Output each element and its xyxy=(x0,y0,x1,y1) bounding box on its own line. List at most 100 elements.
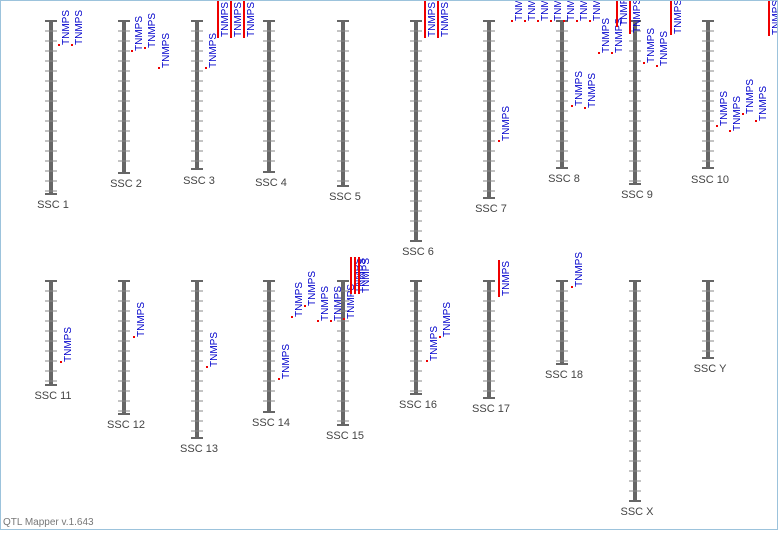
qtl-label: TNMPS xyxy=(134,16,145,51)
qtl-marker xyxy=(243,36,245,38)
qtl-marker xyxy=(278,378,280,380)
qtl-marker xyxy=(304,305,306,307)
qtl-label: TNMPS xyxy=(719,91,730,126)
qtl-label: TNMPS xyxy=(246,2,257,37)
qtl-marker xyxy=(755,120,757,122)
qtl-marker xyxy=(424,36,426,38)
qtl-marker xyxy=(317,320,319,322)
qtl-label: TNMPS xyxy=(646,28,657,63)
chromosome-label: SSC 7 xyxy=(475,203,507,215)
qtl-marker xyxy=(524,20,526,22)
chromosome-label: SSC 11 xyxy=(34,390,71,402)
chromosome-label: SSC 10 xyxy=(691,174,729,186)
chromosome-label: SSC 5 xyxy=(329,191,361,203)
qtl-marker xyxy=(358,292,360,294)
qtl-label: TNMPS xyxy=(147,13,158,48)
qtl-label: TNMPS xyxy=(74,10,85,45)
qtl-label: TNMPS xyxy=(307,271,318,306)
qtl-label: TNMPS xyxy=(442,302,453,337)
qtl-marker xyxy=(439,336,441,338)
chromosome-label: SSC X xyxy=(620,506,654,518)
qtl-label: TNMPS xyxy=(294,282,305,317)
qtl-marker xyxy=(656,65,658,67)
qtl-label: TNMPS xyxy=(659,31,670,66)
qtl-label: TNMPS xyxy=(732,96,743,131)
qtl-label: TNMPS xyxy=(346,284,357,319)
qtl-label: TNMPS xyxy=(587,73,598,108)
qtl-marker xyxy=(437,36,439,38)
qtl-marker xyxy=(498,140,500,142)
qtl-label: TNMPS xyxy=(614,18,625,53)
qtl-marker xyxy=(598,52,600,54)
qtl-label: TNMPS xyxy=(220,2,231,37)
qtl-marker xyxy=(768,34,770,36)
qtl-marker xyxy=(133,336,135,338)
qtl-label: TNMPS xyxy=(632,1,643,33)
qtl-marker xyxy=(217,36,219,38)
chromosome-label: SSC 4 xyxy=(255,177,287,189)
qtl-label: TNMPS xyxy=(333,286,344,321)
chromosome-label: SSC 13 xyxy=(180,443,218,455)
qtl-marker xyxy=(563,20,565,22)
qtl-label: TNMPS xyxy=(514,1,525,21)
qtl-marker xyxy=(576,20,578,22)
qtl-label: TNMPS xyxy=(601,18,612,53)
qtl-label: TNMPS xyxy=(574,252,585,287)
qtl-label: TNMPS xyxy=(161,33,172,68)
qtl-marker xyxy=(60,361,62,363)
qtl-marker xyxy=(206,366,208,368)
qtl-label: TNMPS xyxy=(592,1,603,21)
qtl-marker xyxy=(230,36,232,38)
qtl-label: TNMPS xyxy=(574,71,585,106)
qtl-marker xyxy=(498,295,500,297)
qtl-label: TNMPS xyxy=(673,1,684,34)
qtl-marker xyxy=(158,67,160,69)
footer: QTL Mapper v.1.643 xyxy=(3,517,94,528)
qtl-marker xyxy=(205,67,207,69)
qtl-marker xyxy=(716,125,718,127)
chromosome-label: SSC Y xyxy=(694,363,727,375)
qtl-marker xyxy=(643,62,645,64)
qtl-marker xyxy=(611,52,613,54)
qtl-marker xyxy=(343,318,345,320)
chromosome-label: SSC 18 xyxy=(545,369,583,381)
qtl-marker xyxy=(729,130,731,132)
qtl-label: TNMPS xyxy=(61,10,72,45)
qtl-label: TNMPS xyxy=(619,1,630,26)
qtl-label: TNMPS xyxy=(427,2,438,37)
qtl-marker xyxy=(58,44,60,46)
qtl-label: TNMPS xyxy=(320,286,331,321)
chromosome-label: SSC 8 xyxy=(548,173,580,185)
qtl-marker xyxy=(550,20,552,22)
qtl-marker xyxy=(330,320,332,322)
qtl-label: TNMPS xyxy=(566,1,577,21)
qtl-marker xyxy=(589,20,591,22)
qtl-label: TNMPS xyxy=(429,326,440,361)
qtl-label: TNMPS xyxy=(208,33,219,68)
qtl-marker xyxy=(131,50,133,52)
qtl-marker xyxy=(144,47,146,49)
chromosome-label: SSC 1 xyxy=(37,199,69,211)
qtl-marker xyxy=(511,20,513,22)
chromosome-label: SSC 16 xyxy=(399,399,437,411)
qtl-label: TNMPS xyxy=(771,1,777,35)
qtl-label: TNMPS xyxy=(527,1,538,21)
qtl-label: TNMPS xyxy=(357,258,368,293)
qtl-label: TNMPS xyxy=(579,1,590,21)
qtl-marker xyxy=(616,25,618,27)
qtl-label: TNMPS xyxy=(758,86,769,121)
qtl-marker xyxy=(571,105,573,107)
qtl-marker xyxy=(350,292,352,294)
qtl-marker xyxy=(670,33,672,35)
chromosome-label: SSC 12 xyxy=(107,419,145,431)
qtl-marker xyxy=(426,360,428,362)
qtl-label: TNMPS xyxy=(540,1,551,21)
qtl-label: TNMPS xyxy=(501,261,512,296)
qtl-label: TNMPS xyxy=(281,344,292,379)
qtl-marker xyxy=(584,107,586,109)
qtl-marker xyxy=(571,286,573,288)
chromosome-label: SSC 14 xyxy=(252,417,290,429)
qtl-label: TNMPS xyxy=(233,2,244,37)
